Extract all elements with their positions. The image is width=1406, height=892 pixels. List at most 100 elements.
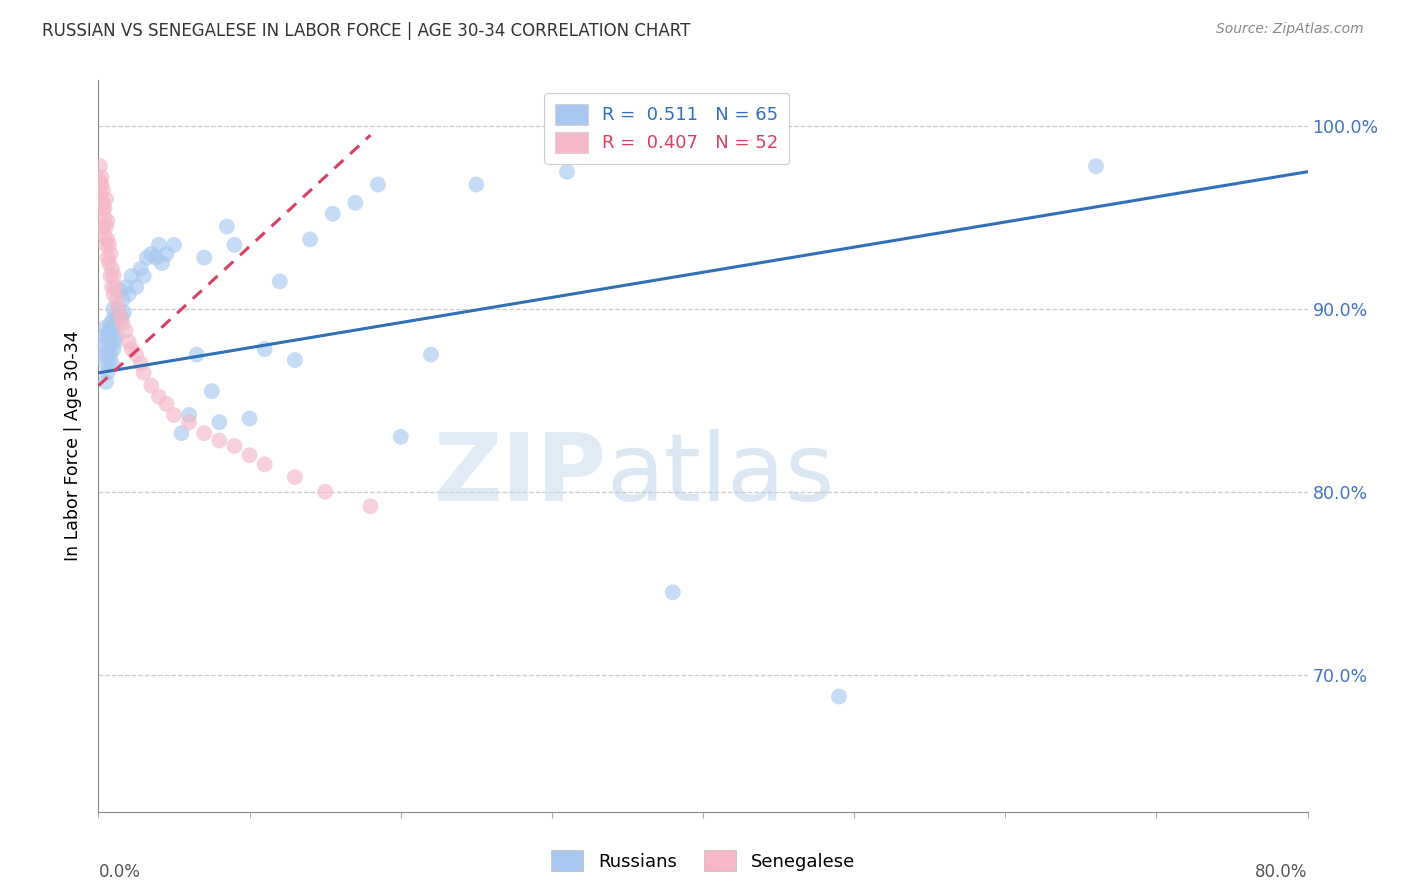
Point <box>179 415 201 429</box>
Legend: Russians, Senegalese: Russians, Senegalese <box>544 843 862 879</box>
Point <box>344 195 367 210</box>
Point <box>360 500 382 514</box>
Point <box>98 324 121 338</box>
Point <box>94 219 117 234</box>
Point <box>150 256 173 270</box>
Point <box>96 347 118 362</box>
Point <box>94 192 117 206</box>
Point <box>170 426 193 441</box>
Point <box>389 430 412 444</box>
Point <box>89 174 111 188</box>
Point <box>145 251 167 265</box>
Point <box>96 329 118 343</box>
Point <box>96 232 118 246</box>
Point <box>322 207 344 221</box>
Point <box>179 408 201 422</box>
Point <box>93 228 115 243</box>
Point <box>163 408 186 422</box>
Point <box>148 237 170 252</box>
Point <box>98 237 121 252</box>
Point <box>253 458 276 472</box>
Point <box>104 334 127 349</box>
Point <box>91 219 114 234</box>
Point <box>208 434 231 448</box>
Point <box>100 317 122 331</box>
Point <box>96 251 118 265</box>
Point <box>163 237 186 252</box>
Point <box>105 310 128 325</box>
Point <box>103 268 125 283</box>
Point <box>129 261 152 276</box>
Point <box>101 357 124 371</box>
Point <box>100 247 122 261</box>
Point <box>193 426 215 441</box>
Point <box>284 353 307 368</box>
Point <box>224 237 246 252</box>
Point <box>91 201 114 215</box>
Point <box>90 178 112 192</box>
Point <box>125 347 148 362</box>
Text: ZIP: ZIP <box>433 429 606 521</box>
Point <box>215 219 238 234</box>
Point <box>101 261 124 276</box>
Point <box>107 301 129 316</box>
Point <box>129 357 152 371</box>
Point <box>94 320 117 334</box>
Point <box>141 378 163 392</box>
Point <box>1085 159 1108 173</box>
Point <box>89 183 111 197</box>
Point <box>132 268 155 283</box>
Point <box>94 375 117 389</box>
Point <box>103 301 125 316</box>
Legend: R =  0.511   N = 65, R =  0.407   N = 52: R = 0.511 N = 65, R = 0.407 N = 52 <box>544 93 789 163</box>
Point <box>112 305 135 319</box>
Point <box>118 334 141 349</box>
Point <box>96 214 118 228</box>
Point <box>239 411 262 425</box>
Point <box>224 439 246 453</box>
Point <box>98 357 121 371</box>
Point <box>100 347 122 362</box>
Point <box>101 324 124 338</box>
Point <box>828 690 851 704</box>
Point <box>103 342 125 356</box>
Point <box>239 448 262 462</box>
Point <box>108 284 131 298</box>
Point <box>148 390 170 404</box>
Point <box>253 342 276 356</box>
Point <box>111 317 134 331</box>
Point <box>105 329 128 343</box>
Point <box>201 384 224 399</box>
Point <box>93 329 115 343</box>
Text: 0.0%: 0.0% <box>98 863 141 881</box>
Point <box>101 280 124 294</box>
Point <box>90 170 112 185</box>
Point <box>114 280 136 294</box>
Text: Source: ZipAtlas.com: Source: ZipAtlas.com <box>1216 22 1364 37</box>
Point <box>132 366 155 380</box>
Point <box>208 415 231 429</box>
Point <box>100 334 122 349</box>
Point <box>93 211 115 225</box>
Point <box>269 274 291 288</box>
Point <box>91 195 114 210</box>
Point <box>91 347 114 362</box>
Point <box>193 251 215 265</box>
Point <box>90 195 112 210</box>
Point <box>94 237 117 252</box>
Point <box>114 324 136 338</box>
Point <box>90 192 112 206</box>
Point <box>141 247 163 261</box>
Point <box>420 347 443 362</box>
Text: atlas: atlas <box>606 429 835 521</box>
Point <box>103 287 125 301</box>
Point <box>135 251 157 265</box>
Point <box>155 397 177 411</box>
Text: RUSSIAN VS SENEGALESE IN LABOR FORCE | AGE 30-34 CORRELATION CHART: RUSSIAN VS SENEGALESE IN LABOR FORCE | A… <box>42 22 690 40</box>
Point <box>367 178 389 192</box>
Point <box>98 256 121 270</box>
Point <box>105 293 128 307</box>
Point <box>465 178 488 192</box>
Point <box>125 280 148 294</box>
Point <box>284 470 307 484</box>
